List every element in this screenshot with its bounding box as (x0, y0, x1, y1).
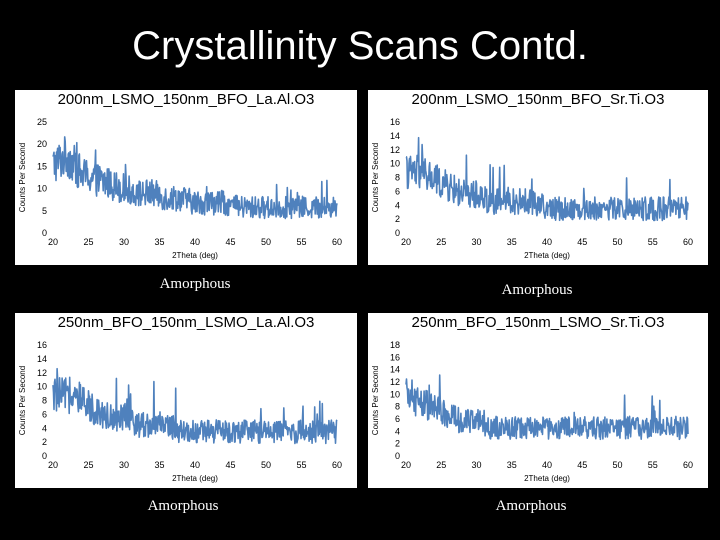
y-tick-label: 2 (42, 437, 47, 447)
y-tick-label: 6 (395, 186, 400, 196)
chart-svg: 0 2 4 6 8 10 12 14 16 20 25 30 35 40 45 50 55 60 2Theta (d… (371, 117, 693, 260)
chart-svg: 0 2 4 6 8 10 12 14 16 20 25 30 35 40 45 50 55 60 2Theta (d… (18, 340, 342, 483)
x-tick-label: 50 (261, 237, 271, 247)
caption-amorphous: Amorphous (147, 498, 219, 514)
x-tick-label: 30 (471, 237, 481, 247)
y-tick-label: 4 (395, 200, 400, 210)
series-line (405, 136, 689, 222)
y-tick-label: 8 (395, 402, 400, 412)
x-axis-label: 2Theta (deg) (172, 474, 218, 483)
y-tick-label: 4 (395, 426, 400, 436)
x-axis-label: 2Theta (deg) (172, 251, 218, 260)
x-tick-label: 30 (119, 237, 129, 247)
y-tick-label: 20 (37, 139, 47, 149)
series-line (52, 367, 338, 445)
x-tick-label: 25 (83, 460, 93, 470)
x-tick-label: 35 (154, 460, 164, 470)
y-tick-label: 25 (37, 117, 47, 127)
chart-title: 250nm_BFO_150nm_LSMO_La.Al.O3 (57, 314, 315, 331)
y-tick-label: 12 (390, 377, 400, 387)
x-tick-label: 50 (612, 460, 622, 470)
y-tick-label: 12 (390, 145, 400, 155)
x-axis-label: 2Theta (deg) (524, 251, 570, 260)
x-tick-label: 60 (332, 460, 342, 470)
y-tick-label: 10 (390, 389, 400, 399)
y-tick-label: 2 (395, 214, 400, 224)
x-tick-label: 60 (683, 460, 693, 470)
x-tick-label: 50 (612, 237, 622, 247)
y-tick-label: 8 (42, 396, 47, 406)
caption-amorphous: Amorphous (495, 498, 567, 514)
x-tick-label: 35 (507, 237, 517, 247)
x-tick-label: 20 (48, 237, 58, 247)
y-tick-label: 12 (37, 368, 47, 378)
y-tick-label: 0 (42, 451, 47, 461)
y-axis-label: Counts Per Second (18, 143, 27, 212)
x-tick-label: 40 (542, 460, 552, 470)
x-tick-label: 45 (225, 237, 235, 247)
y-tick-label: 10 (390, 159, 400, 169)
y-tick-label: 16 (390, 117, 400, 127)
x-tick-label: 25 (83, 237, 93, 247)
y-tick-label: 16 (390, 352, 400, 362)
x-tick-label: 60 (683, 237, 693, 247)
y-tick-label: 8 (395, 173, 400, 183)
y-tick-label: 6 (42, 409, 47, 419)
chart-title: 250nm_BFO_150nm_LSMO_Sr.Ti.O3 (411, 314, 665, 331)
caption-amorphous: Amorphous (501, 282, 573, 298)
y-tick-label: 10 (37, 382, 47, 392)
caption-amorphous: Amorphous (159, 276, 231, 292)
x-tick-label: 35 (154, 237, 164, 247)
chart-panel-4: 250nm_BFO_150nm_LSMO_Sr.Ti.O3 0 2 4 6 8 10 12 1… (368, 313, 708, 488)
chart-title: 200nm_LSMO_150nm_BFO_La.Al.O3 (57, 91, 315, 108)
y-tick-label: 6 (395, 414, 400, 424)
y-tick-label: 0 (395, 451, 400, 461)
series-line (405, 374, 689, 441)
y-tick-label: 18 (390, 340, 400, 350)
y-tick-label: 0 (395, 228, 400, 238)
x-tick-label: 45 (577, 237, 587, 247)
y-tick-label: 5 (42, 206, 47, 216)
y-tick-label: 16 (37, 340, 47, 350)
x-tick-label: 40 (542, 237, 552, 247)
chart-panel-3: 250nm_BFO_150nm_LSMO_La.Al.O3 0 2 4 6 8 10 12 1… (15, 313, 357, 488)
x-tick-label: 30 (119, 460, 129, 470)
y-axis-label: Counts Per Second (18, 366, 27, 435)
x-tick-label: 20 (401, 460, 411, 470)
x-tick-label: 20 (401, 237, 411, 247)
x-tick-label: 25 (436, 460, 446, 470)
x-tick-label: 50 (261, 460, 271, 470)
y-tick-label: 10 (37, 184, 47, 194)
y-axis-label: Counts Per Second (371, 366, 380, 435)
y-tick-label: 14 (390, 365, 400, 375)
x-tick-label: 45 (225, 460, 235, 470)
x-tick-label: 55 (648, 460, 658, 470)
x-tick-label: 45 (577, 460, 587, 470)
x-tick-label: 25 (436, 237, 446, 247)
slide-title: Crystallinity Scans Contd. (132, 24, 588, 68)
y-tick-label: 4 (42, 423, 47, 433)
y-tick-label: 14 (390, 131, 400, 141)
x-tick-label: 55 (296, 460, 306, 470)
y-tick-label: 0 (42, 228, 47, 238)
x-tick-label: 40 (190, 237, 200, 247)
x-tick-label: 55 (296, 237, 306, 247)
chart-svg: 0 2 4 6 8 10 12 14 16 18 20 25 30 35 40 45 50 55 60 2Theta … (371, 340, 693, 483)
x-tick-label: 40 (190, 460, 200, 470)
series-line (52, 136, 338, 220)
x-tick-label: 60 (332, 237, 342, 247)
chart-panel-2: 200nm_LSMO_150nm_BFO_Sr.Ti.O3 0 2 4 6 8 10 12 1… (368, 90, 708, 265)
x-tick-label: 35 (507, 460, 517, 470)
x-tick-label: 55 (648, 237, 658, 247)
y-tick-label: 2 (395, 439, 400, 449)
x-tick-label: 30 (471, 460, 481, 470)
y-tick-label: 14 (37, 354, 47, 364)
chart-panel-1: 200nm_LSMO_150nm_BFO_La.Al.O3 0 5 10 15 20 25… (15, 90, 357, 265)
x-tick-label: 20 (48, 460, 58, 470)
x-axis-label: 2Theta (deg) (524, 474, 570, 483)
y-axis-label: Counts Per Second (371, 143, 380, 212)
chart-svg: 0 5 10 15 20 25 20 25 30 35 40 45 50 55 60 2Theta (deg)… (18, 117, 342, 260)
y-tick-label: 15 (37, 161, 47, 171)
chart-title: 200nm_LSMO_150nm_BFO_Sr.Ti.O3 (411, 91, 665, 108)
